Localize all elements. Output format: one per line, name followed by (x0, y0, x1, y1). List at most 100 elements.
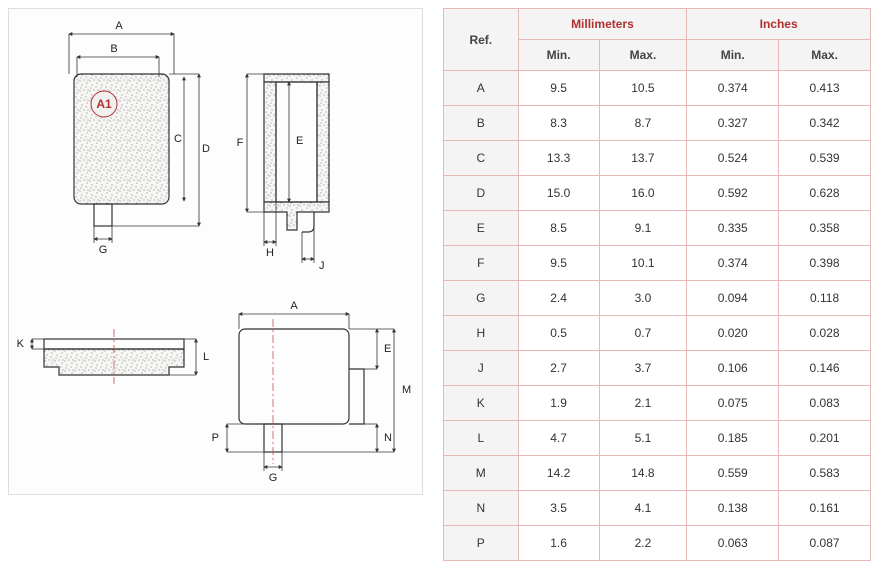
cell-in-max: 0.583 (779, 456, 871, 491)
dim-C: C (174, 133, 182, 145)
dim-A2: A (290, 300, 298, 312)
col-mm-min: Min. (518, 40, 599, 71)
svg-text:A1: A1 (96, 97, 112, 111)
cell-ref: E (444, 211, 519, 246)
cell-in-min: 0.185 (687, 421, 779, 456)
top-view: A M E N P (212, 300, 412, 484)
table-row: A9.510.50.3740.413 (444, 71, 871, 106)
cell-mm-max: 2.1 (599, 386, 687, 421)
table-row: G2.43.00.0940.118 (444, 281, 871, 316)
dim-G: G (99, 244, 108, 256)
cell-mm-min: 8.3 (518, 106, 599, 141)
cell-mm-max: 4.1 (599, 491, 687, 526)
table-row: J2.73.70.1060.146 (444, 351, 871, 386)
cell-ref: D (444, 176, 519, 211)
cell-in-max: 0.398 (779, 246, 871, 281)
col-mm: Millimeters (518, 9, 687, 40)
cell-mm-max: 10.1 (599, 246, 687, 281)
cell-mm-max: 0.7 (599, 316, 687, 351)
cell-in-min: 0.374 (687, 71, 779, 106)
cell-in-min: 0.063 (687, 526, 779, 561)
table-row: C13.313.70.5240.539 (444, 141, 871, 176)
cell-mm-min: 14.2 (518, 456, 599, 491)
cell-mm-min: 3.5 (518, 491, 599, 526)
dim-E: E (296, 135, 303, 147)
cell-ref: N (444, 491, 519, 526)
front-view: A1 A B C D (69, 20, 210, 256)
table-row: P1.62.20.0630.087 (444, 526, 871, 561)
table-row: D15.016.00.5920.628 (444, 176, 871, 211)
cell-mm-max: 2.2 (599, 526, 687, 561)
cell-ref: J (444, 351, 519, 386)
section-view: F E H J (237, 74, 329, 272)
table-row: F9.510.10.3740.398 (444, 246, 871, 281)
cell-mm-max: 14.8 (599, 456, 687, 491)
cell-mm-max: 8.7 (599, 106, 687, 141)
dim-M: M (402, 384, 411, 396)
cell-in-min: 0.592 (687, 176, 779, 211)
cell-in-min: 0.559 (687, 456, 779, 491)
col-ref: Ref. (444, 9, 519, 71)
cell-mm-max: 13.7 (599, 141, 687, 176)
col-mm-max: Max. (599, 40, 687, 71)
cell-ref: B (444, 106, 519, 141)
cell-in-min: 0.094 (687, 281, 779, 316)
cell-in-min: 0.327 (687, 106, 779, 141)
dim-L: L (203, 351, 209, 363)
cell-mm-min: 1.9 (518, 386, 599, 421)
cell-mm-max: 16.0 (599, 176, 687, 211)
cell-in-min: 0.020 (687, 316, 779, 351)
table-row: H0.50.70.0200.028 (444, 316, 871, 351)
cell-mm-min: 9.5 (518, 71, 599, 106)
cell-mm-min: 4.7 (518, 421, 599, 456)
cell-mm-min: 8.5 (518, 211, 599, 246)
cell-ref: C (444, 141, 519, 176)
dimensions-table: Ref. Millimeters Inches Min. Max. Min. M… (443, 8, 871, 561)
cell-mm-min: 1.6 (518, 526, 599, 561)
table-row: K1.92.10.0750.083 (444, 386, 871, 421)
cell-ref: L (444, 421, 519, 456)
cell-ref: P (444, 526, 519, 561)
cell-mm-max: 10.5 (599, 71, 687, 106)
cell-in-min: 0.138 (687, 491, 779, 526)
a1-badge: A1 (91, 91, 117, 117)
cell-in-max: 0.628 (779, 176, 871, 211)
table-row: L4.75.10.1850.201 (444, 421, 871, 456)
cell-ref: G (444, 281, 519, 316)
cell-ref: F (444, 246, 519, 281)
cell-mm-min: 9.5 (518, 246, 599, 281)
dim-D: D (202, 143, 210, 155)
cell-mm-max: 9.1 (599, 211, 687, 246)
cell-ref: M (444, 456, 519, 491)
cell-in-max: 0.087 (779, 526, 871, 561)
cell-in-max: 0.413 (779, 71, 871, 106)
cell-in-max: 0.358 (779, 211, 871, 246)
cell-in-max: 0.083 (779, 386, 871, 421)
cell-ref: K (444, 386, 519, 421)
dim-N: N (384, 432, 392, 444)
cell-in-max: 0.161 (779, 491, 871, 526)
dim-A: A (115, 20, 123, 32)
cell-mm-min: 0.5 (518, 316, 599, 351)
cell-ref: H (444, 316, 519, 351)
dim-J: J (319, 260, 325, 272)
cell-in-min: 0.106 (687, 351, 779, 386)
cell-in-max: 0.028 (779, 316, 871, 351)
cell-mm-max: 3.0 (599, 281, 687, 316)
cell-mm-min: 2.4 (518, 281, 599, 316)
cell-in-min: 0.335 (687, 211, 779, 246)
dim-E2: E (384, 343, 391, 355)
cell-ref: A (444, 71, 519, 106)
cell-in-min: 0.374 (687, 246, 779, 281)
drawing-panel: A1 A B C D (8, 8, 423, 495)
dim-B: B (110, 43, 117, 55)
cell-mm-min: 2.7 (518, 351, 599, 386)
cell-in-max: 0.342 (779, 106, 871, 141)
col-in: Inches (687, 9, 871, 40)
table-row: M14.214.80.5590.583 (444, 456, 871, 491)
dim-F: F (237, 137, 244, 149)
cell-in-min: 0.075 (687, 386, 779, 421)
dim-K: K (17, 338, 25, 350)
cell-mm-max: 3.7 (599, 351, 687, 386)
col-in-min: Min. (687, 40, 779, 71)
